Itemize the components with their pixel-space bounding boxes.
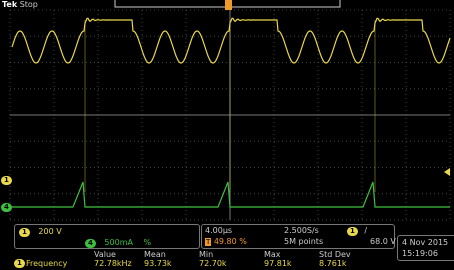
timebase-panel: 4.00µs T 49.80 % 2.500S/s 5M points 1 / … (201, 224, 395, 249)
measurement-value: 72.70k (199, 259, 227, 268)
graticule (0, 0, 454, 222)
trigger-source: 1 (347, 227, 358, 236)
ch4-trace (12, 182, 450, 207)
channel-scale: 500mA (104, 238, 133, 247)
status: Stop (20, 0, 38, 9)
channel-scale: 200 V (38, 227, 61, 236)
measurement-value: 8.761k (319, 259, 347, 268)
ch1-marker: 1 (1, 176, 12, 185)
brand: Tek (2, 0, 17, 9)
trigger-level: 68.0 V (370, 237, 396, 246)
datetime-panel: 4 Nov 2015 15:19:06 (397, 235, 454, 261)
column-header: Mean (144, 250, 166, 259)
sample-rate: 2.500S/s (284, 226, 319, 235)
measurement-value: 97.81k (264, 259, 292, 268)
column-header: Std Dev (319, 250, 351, 259)
channel-number: 4 (85, 239, 96, 248)
channel-suffix: % (144, 238, 152, 247)
trigger-marker (225, 0, 232, 10)
trigger-position: 49.80 % (214, 237, 247, 246)
column-header: Min (199, 250, 213, 259)
channel-number: 1 (19, 228, 30, 237)
measurement-value: 93.73k (144, 259, 172, 268)
measurement-name: Frequency (26, 259, 67, 268)
record-length: 5M points (284, 237, 323, 246)
measurement-source: 1 (14, 259, 25, 268)
header: Tek Stop (2, 0, 38, 9)
time-scale: 4.00µs (205, 226, 232, 235)
channel-panel: 1 200 V 4 500mA % (14, 224, 200, 249)
level-marker (444, 168, 450, 176)
date: 4 Nov 2015 (402, 238, 448, 247)
column-header: Max (264, 250, 281, 259)
ch1-trace (12, 18, 450, 63)
column-header: Value (94, 250, 116, 259)
oscilloscope-screen: Tek Stop 1 4 1 200 V 4 500mA % 4.00µs T … (0, 0, 454, 270)
measurement-value: 72.78kHz (94, 259, 132, 268)
time: 15:19:06 (402, 249, 438, 258)
trigger-slope: / (364, 226, 367, 235)
ch4-marker: 4 (1, 203, 12, 212)
